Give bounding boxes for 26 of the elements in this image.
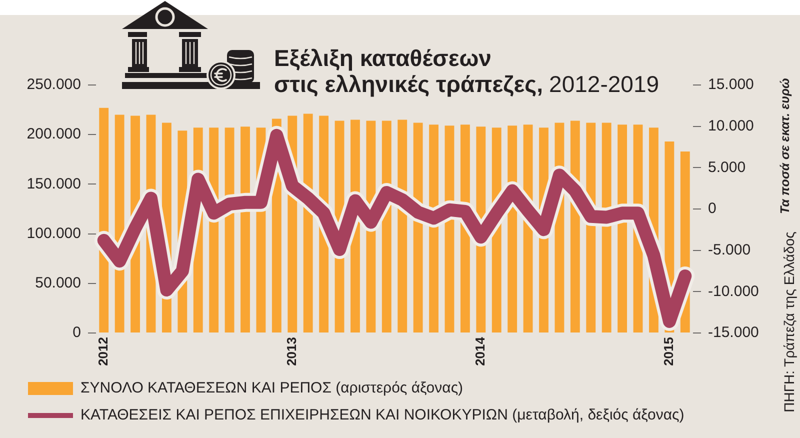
x-tick-label: 2012: [95, 337, 110, 366]
chart-subtitle: 2012-2019: [549, 71, 660, 97]
bar: [618, 124, 628, 332]
y-tick-label: 0: [72, 324, 81, 342]
y2-tick-label: -15.000: [708, 324, 759, 342]
y-tick-label: 100.000: [26, 224, 81, 242]
bar: [240, 126, 250, 332]
legend-label: ΣΥΝΟΛΟ ΚΑΤΑΘΕΣΕΩΝ ΚΑΙ ΡΕΠΟΣ (αριστερός άξονας): [80, 380, 464, 397]
y2-tick-label: 5.000: [708, 158, 746, 176]
y-tick-label: 50.000: [35, 274, 81, 292]
x-tick-label: 2015: [661, 337, 676, 366]
y-tick-label: 150.000: [26, 175, 81, 192]
y2-tick-label: 0: [708, 200, 716, 218]
y2-tick-label: 10.000: [708, 117, 754, 134]
y2-tick-label: -5.000: [708, 241, 751, 258]
x-tick-label: 2013: [284, 337, 299, 366]
y-tick-label: 200.000: [26, 126, 81, 143]
text: ΠΗΓΗ: Τράπεζα της Ελλάδος: [781, 232, 797, 412]
bar: [602, 122, 612, 332]
y2-tick-label: -10.000: [708, 282, 759, 300]
y-tick-label: 250.000: [26, 76, 81, 94]
chart-title: Εξέλιξη καταθέσεων στις ελληνικές τράπεζες,: [274, 45, 544, 97]
legend-label: ΚΑΤΑΘΕΣΕΙΣ ΚΑΙ ΡΕΠΟΣ ΕΠΙΧΕΙΡΗΣΕΩΝ ΚΑΙ ΝΟΙΚΟΚΥΡΙΩΝ (μεταβολή, δεξιός άξονας): [80, 406, 684, 424]
x-tick-label: 2014: [472, 336, 488, 366]
y2-tick-label: 15.000: [708, 76, 754, 94]
y2-axis-title: Τα ποσά σε εκατ. ευρώ: [778, 78, 792, 214]
